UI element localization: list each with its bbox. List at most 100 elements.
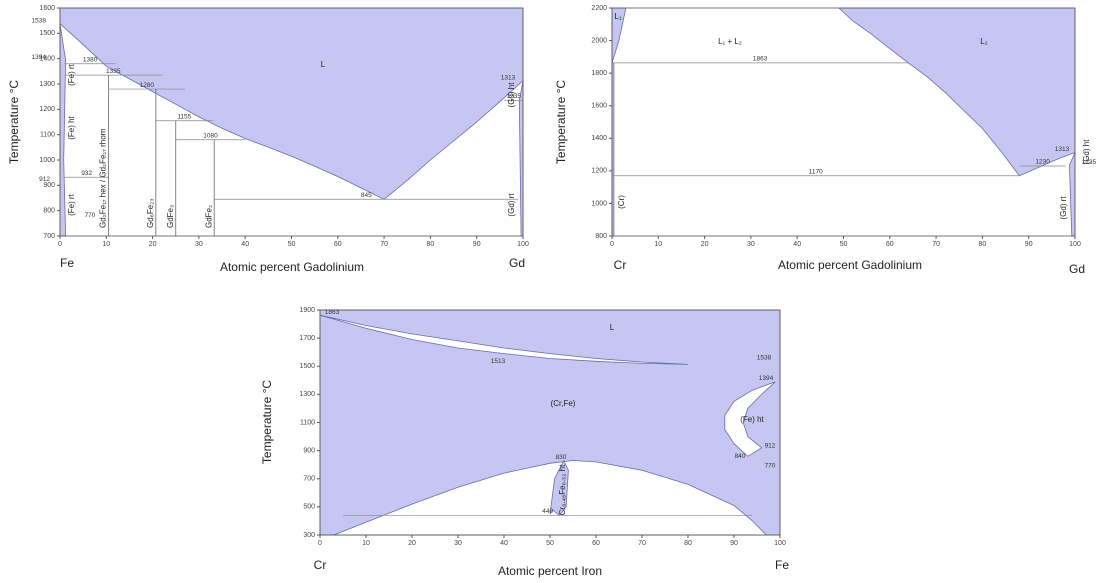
- y-tick-label: 1600: [39, 5, 55, 12]
- temperature-label: 1538: [32, 17, 47, 24]
- x-tick-label: 30: [454, 540, 462, 547]
- y-axis-title: Temperature °C: [554, 80, 568, 164]
- x-tick-label: 10: [654, 241, 662, 248]
- temperature-label: 1313: [1055, 146, 1070, 153]
- isotherm-label: 1155: [177, 113, 191, 120]
- y-axis-title: Temperature °C: [260, 380, 274, 464]
- phase-label: (Gd) rt: [1059, 196, 1068, 220]
- element-label: Cr: [314, 558, 327, 572]
- isotherm-label: 1280: [140, 82, 155, 89]
- element-label: Fe: [775, 558, 789, 572]
- y-tick-label: 1100: [40, 132, 55, 139]
- y-tick-label: 700: [303, 476, 315, 483]
- element-label: Gd: [1069, 262, 1085, 276]
- x-tick-label: 70: [380, 241, 388, 248]
- phase-label: (Fe) rt: [67, 193, 76, 216]
- x-tick-label: 60: [886, 241, 894, 248]
- phase-label: L₁: [614, 12, 621, 21]
- compound-label: GdFe₂: [204, 205, 213, 228]
- y-tick-label: 1400: [591, 135, 607, 142]
- two-phase-region: [724, 381, 776, 457]
- isotherm-label: 440: [542, 508, 553, 515]
- x-tick-label: 50: [288, 241, 296, 248]
- x-tick-label: 60: [592, 540, 600, 547]
- temperature-label: 1863: [325, 309, 340, 316]
- y-tick-label: 700: [43, 233, 55, 240]
- isotherm-label: 1230: [1035, 159, 1050, 166]
- temperature-label: 830: [556, 454, 567, 461]
- phase-label: (Gd) rt: [507, 193, 516, 217]
- y-tick-label: 1700: [299, 335, 315, 342]
- phase-label: L₂: [980, 37, 988, 46]
- x-tick-label: 90: [473, 241, 481, 248]
- y-tick-label: 1600: [591, 103, 607, 110]
- y-tick-label: 1900: [299, 307, 315, 314]
- phase-label: (Fe) ht: [740, 415, 764, 424]
- x-tick-label: 90: [1025, 241, 1033, 248]
- temperature-label: 1394: [32, 54, 47, 61]
- phase-label: (Fe) ht: [67, 115, 76, 139]
- two-phase-region: [333, 460, 768, 536]
- compound-label: Gd₆Fe₂₃: [146, 198, 155, 228]
- x-tick-label: 0: [318, 540, 322, 547]
- isotherm-label: 1235: [507, 93, 522, 100]
- phase-diagram: 440 0 10 20 30 40 50 60 70 80 90 100 300 500 700 900 110…: [260, 307, 789, 578]
- x-tick-label: 40: [793, 241, 801, 248]
- isotherm-label: 1335: [106, 68, 121, 75]
- phase-label: (Cr,Fe): [551, 399, 576, 408]
- isotherm-label: 845: [361, 192, 372, 199]
- x-tick-label: 40: [241, 241, 249, 248]
- y-tick-label: 300: [303, 532, 315, 539]
- x-tick-label: 80: [427, 241, 435, 248]
- x-tick-label: 70: [932, 241, 940, 248]
- temperature-label: 1513: [491, 358, 506, 365]
- isotherm-label: 1863: [753, 56, 768, 63]
- phase-label: (Gd) ht: [507, 82, 516, 108]
- phase-label: (Fe) rt: [67, 63, 76, 86]
- y-tick-label: 1000: [39, 157, 55, 164]
- temperature-label: 770: [85, 212, 96, 219]
- y-tick-label: 800: [43, 208, 55, 215]
- isotherm-label: 1380: [83, 56, 98, 63]
- y-tick-label: 1200: [39, 106, 55, 113]
- phase-label: (Gd) ht: [1082, 139, 1091, 165]
- x-tick-label: 20: [701, 241, 709, 248]
- x-tick-label: 30: [195, 241, 203, 248]
- x-tick-label: 80: [684, 540, 692, 547]
- x-tick-label: 50: [840, 241, 848, 248]
- x-tick-label: 10: [362, 540, 370, 547]
- x-axis-title: Atomic percent Gadolinium: [220, 260, 364, 274]
- x-tick-label: 10: [102, 241, 110, 248]
- element-label: Cr: [614, 258, 627, 272]
- y-tick-label: 1800: [591, 70, 607, 77]
- temperature-label: 770: [765, 463, 776, 470]
- x-tick-label: 70: [638, 540, 646, 547]
- y-tick-label: 1400: [39, 56, 55, 63]
- y-tick-label: 1200: [591, 168, 607, 175]
- element-label: Gd: [509, 256, 525, 270]
- temperature-label: 840: [735, 453, 746, 460]
- phase-region: [837, 7, 1076, 177]
- x-tick-label: 90: [730, 540, 738, 547]
- x-tick-label: 50: [546, 540, 554, 547]
- x-tick-label: 0: [610, 241, 614, 248]
- two-phase-region: [319, 314, 689, 365]
- phase-label: L: [610, 323, 615, 332]
- x-tick-label: 0: [58, 241, 62, 248]
- x-tick-label: 60: [334, 241, 342, 248]
- phase-label: L₁ + L₂: [718, 37, 742, 46]
- y-tick-label: 500: [303, 504, 315, 511]
- temperature-label: 912: [39, 176, 50, 183]
- temperature-label: 1235: [1082, 159, 1097, 166]
- x-tick-label: 100: [774, 540, 786, 547]
- x-tick-label: 20: [408, 540, 416, 547]
- y-tick-label: 800: [595, 233, 607, 240]
- y-tick-label: 1500: [39, 30, 55, 37]
- isotherm-label: 1170: [809, 168, 823, 175]
- temperature-label: 912: [765, 443, 776, 450]
- temperature-label: 1313: [501, 74, 516, 81]
- x-axis-title: Atomic percent Iron: [498, 564, 602, 578]
- compound-label: Gd₂Fe₁₇ hex / Gd₂Fe₁₇ rhom: [99, 128, 108, 228]
